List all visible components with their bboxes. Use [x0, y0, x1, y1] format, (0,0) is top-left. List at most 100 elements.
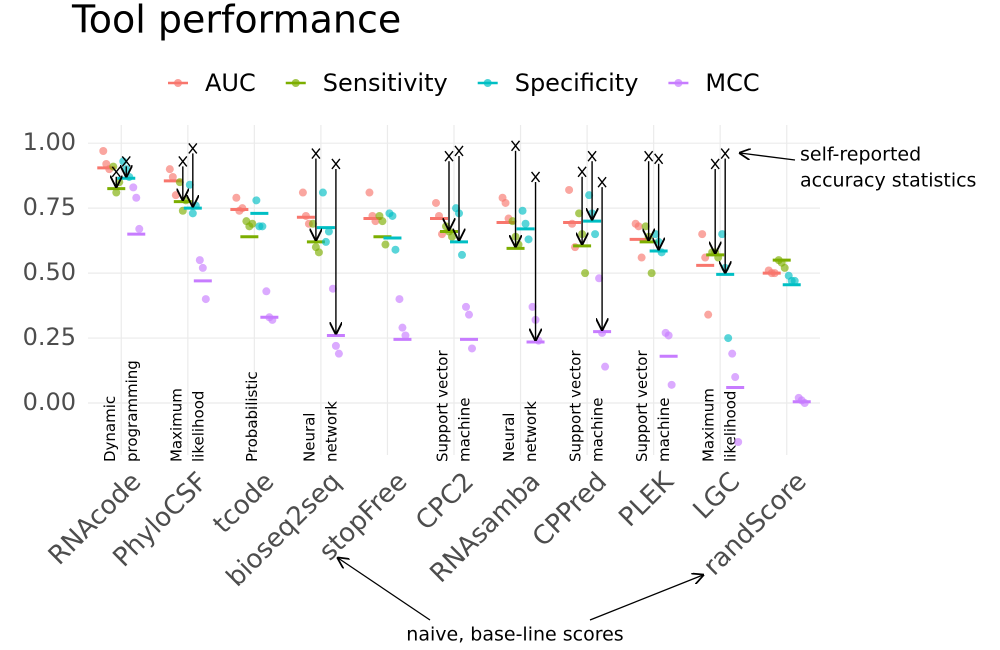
data-point	[135, 224, 144, 233]
data-point	[468, 344, 476, 353]
data-point	[378, 217, 387, 226]
data-point	[667, 380, 676, 389]
data-point	[595, 274, 604, 283]
data-point	[328, 284, 337, 293]
legend: AUC Sensitivity Specificity MCC	[168, 69, 760, 97]
annotation-arrow	[740, 153, 796, 161]
y-tick-label: 1.00	[23, 128, 76, 156]
annotation-arrow	[338, 558, 431, 621]
self-reported-mark	[454, 145, 464, 157]
method-label: Probabilistic	[243, 371, 261, 462]
data-point	[585, 191, 594, 200]
legend-label: MCC	[705, 69, 759, 97]
data-point	[524, 235, 533, 244]
x-tick-label: PLEK	[613, 466, 680, 533]
data-point	[501, 198, 510, 207]
y-tick-label: 0.25	[23, 323, 76, 351]
method-label: Neural	[500, 413, 518, 462]
self-reported-mark	[178, 155, 188, 167]
data-point	[647, 269, 656, 278]
self-reported-mark	[510, 140, 521, 152]
self-reported-mark	[644, 150, 654, 162]
self-reported-mark	[111, 166, 121, 178]
data-point	[508, 217, 517, 226]
self-reported-mark	[121, 155, 131, 167]
data-point	[664, 331, 673, 340]
data-point	[324, 227, 333, 236]
data-point	[165, 165, 174, 174]
data-point	[132, 193, 141, 202]
method-label: machine	[456, 398, 474, 462]
data-point	[381, 240, 390, 249]
data-point	[195, 256, 204, 265]
self-reported-mark	[188, 142, 198, 154]
data-point	[790, 276, 799, 285]
data-point	[318, 188, 327, 197]
legend-key	[291, 79, 300, 87]
data-point	[395, 295, 404, 304]
self-reported-mark	[444, 150, 454, 162]
data-point	[109, 162, 118, 171]
data-point	[198, 263, 207, 272]
data-point	[331, 341, 340, 350]
data-point	[99, 146, 108, 155]
data-point	[188, 209, 197, 218]
data-point	[724, 334, 733, 343]
data-point	[565, 185, 574, 194]
data-point	[321, 237, 330, 246]
data-point	[575, 209, 584, 218]
data-point	[112, 188, 121, 197]
data-point	[641, 222, 650, 231]
data-point	[462, 302, 470, 311]
method-label: programming	[123, 360, 141, 462]
data-point	[252, 196, 261, 205]
legend-label: Specificity	[515, 69, 639, 97]
data-point	[634, 222, 643, 231]
method-label: machine	[655, 398, 673, 462]
method-label: network	[522, 401, 540, 462]
legend-key	[674, 79, 683, 87]
self-reported-mark	[720, 148, 730, 160]
data-point	[465, 310, 473, 319]
data-point	[365, 188, 374, 197]
data-point	[248, 219, 257, 228]
data-point	[129, 183, 138, 192]
self-reported-mark	[577, 166, 587, 178]
data-point	[258, 222, 267, 231]
data-point	[171, 191, 180, 200]
data-point	[591, 230, 600, 239]
data-point	[734, 438, 743, 447]
data-point	[448, 232, 456, 241]
method-label: Maximum	[167, 388, 185, 462]
data-point	[401, 331, 410, 340]
self-reported-mark	[530, 171, 541, 183]
legend-label: AUC	[205, 69, 256, 97]
legend-key	[483, 79, 492, 87]
data-point	[728, 349, 737, 358]
legend-label: Sensitivity	[323, 69, 448, 97]
data-point	[314, 248, 323, 257]
x-tick-label: LGC	[688, 467, 747, 526]
data-point	[308, 219, 317, 228]
method-label: Support vector	[434, 350, 452, 462]
data-point	[704, 310, 713, 319]
chart-title: Tool performance	[71, 0, 401, 42]
data-point	[398, 323, 407, 332]
self-reported-mark	[654, 153, 664, 165]
data-point	[458, 250, 466, 259]
method-label: Dynamic	[101, 396, 119, 462]
method-label: Support vector	[633, 350, 651, 462]
self-reported-mark	[311, 148, 321, 160]
data-point	[521, 219, 530, 228]
data-point	[201, 295, 210, 304]
data-point	[718, 230, 727, 239]
y-tick-label: 0.00	[23, 388, 76, 416]
method-label: network	[322, 401, 340, 462]
method-label: likelihood	[722, 391, 740, 462]
data-point	[185, 180, 194, 189]
data-point	[232, 193, 241, 202]
data-point	[601, 362, 610, 371]
data-point	[175, 178, 184, 187]
data-point	[581, 269, 590, 278]
